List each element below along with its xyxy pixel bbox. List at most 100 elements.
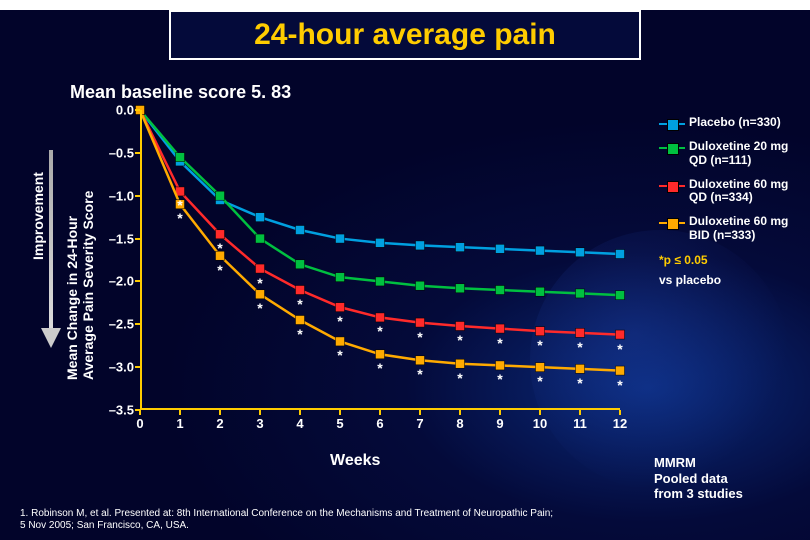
y-tick-label: –3.5 [109,403,134,418]
x-tick-label: 7 [416,416,423,431]
x-tick-mark [219,410,221,415]
y-tick-mark [135,152,140,154]
legend-item: Duloxetine 20 mg QD (n=111) [659,140,804,168]
series-marker [456,359,465,368]
plot-region: 0.0–0.5–1.0–1.5–2.0–2.5–3.0–3.5012345678… [140,110,620,410]
legend: Placebo (n=330) Duloxetine 20 mg QD (n=1… [659,116,804,287]
x-tick-mark [139,410,141,415]
y-tick-label: –1.5 [109,231,134,246]
series-marker [576,364,585,373]
legend-swatch [659,217,685,229]
x-tick-mark [499,410,501,415]
series-line [140,110,620,295]
legend-swatch [659,142,685,154]
legend-label: Duloxetine 60 mg QD (n=334) [689,178,804,206]
x-tick-mark [299,410,301,415]
y-tick-mark [135,366,140,368]
series-marker [296,316,305,325]
x-tick-label: 9 [496,416,503,431]
y-tick-mark [135,195,140,197]
mmrm-note: MMRMPooled datafrom 3 studies [654,455,804,502]
slide: 24-hour average pain Mean baseline score… [0,10,810,540]
y-tick-label: –3.0 [109,360,134,375]
series-marker [336,273,345,282]
series-marker [416,281,425,290]
x-tick-mark [379,410,381,415]
x-tick-label: 11 [573,416,587,431]
series-marker [256,290,265,299]
x-tick-label: 2 [216,416,223,431]
series-marker [176,200,185,209]
series-marker [456,243,465,252]
series-marker [376,238,385,247]
x-tick-mark [619,410,621,415]
series-marker [536,327,545,336]
series-marker [256,213,265,222]
y-tick-mark [135,280,140,282]
series-marker [536,287,545,296]
series-marker [256,234,265,243]
improvement-label: Improvement [30,172,46,260]
series-marker [496,324,505,333]
footnote-citation: 1. Robinson M, et al. Presented at: 8th … [20,508,560,532]
series-marker [376,313,385,322]
x-tick-label: 0 [136,416,143,431]
series-marker [336,234,345,243]
x-tick-mark [339,410,341,415]
series-marker [616,366,625,375]
x-tick-mark [259,410,261,415]
series-marker [576,248,585,257]
series-marker [496,244,505,253]
y-tick-label: –2.0 [109,274,134,289]
y-tick-label: –0.5 [109,145,134,160]
series-marker [376,277,385,286]
x-tick-label: 6 [376,416,383,431]
chart-area: Improvement Mean Change in 24-HourAverag… [30,110,650,470]
x-tick-label: 8 [456,416,463,431]
slide-title: 24-hour average pain [254,18,556,51]
series-marker [176,153,185,162]
title-box: 24-hour average pain [169,10,641,60]
series-marker [216,251,225,260]
series-marker [216,230,225,239]
series-marker [576,328,585,337]
legend-item: Duloxetine 60 mg QD (n=334) [659,178,804,206]
series-marker [536,363,545,372]
y-axis-line [140,110,142,410]
vs-note: vs placebo [659,273,804,287]
y-tick-mark [135,323,140,325]
y-tick-mark [135,109,140,111]
series-marker [496,361,505,370]
x-tick-mark [179,410,181,415]
legend-label: Placebo (n=330) [689,116,781,130]
series-marker [456,284,465,293]
x-tick-mark [459,410,461,415]
series-marker [456,322,465,331]
legend-item: Placebo (n=330) [659,116,804,130]
x-tick-label: 5 [336,416,343,431]
legend-label: Duloxetine 20 mg QD (n=111) [689,140,804,168]
improvement-arrow-icon [44,150,58,350]
series-marker [256,264,265,273]
x-tick-label: 12 [613,416,627,431]
series-marker [416,318,425,327]
x-tick-label: 4 [296,416,303,431]
series-marker [296,286,305,295]
y-tick-label: –2.5 [109,317,134,332]
x-tick-mark [579,410,581,415]
x-tick-mark [539,410,541,415]
series-marker [616,291,625,300]
series-marker [336,303,345,312]
chart-svg [140,110,620,410]
x-tick-label: 1 [176,416,183,431]
legend-swatch [659,118,685,130]
series-marker [296,260,305,269]
series-marker [296,226,305,235]
y-tick-label: –1.0 [109,188,134,203]
y-axis-label: Mean Change in 24-HourAverage Pain Sever… [64,191,96,380]
p-note: *p ≤ 0.05 [659,253,804,267]
series-marker [376,350,385,359]
legend-label: Duloxetine 60 mg BID (n=333) [689,215,804,243]
series-line [140,110,620,254]
series-marker [496,286,505,295]
